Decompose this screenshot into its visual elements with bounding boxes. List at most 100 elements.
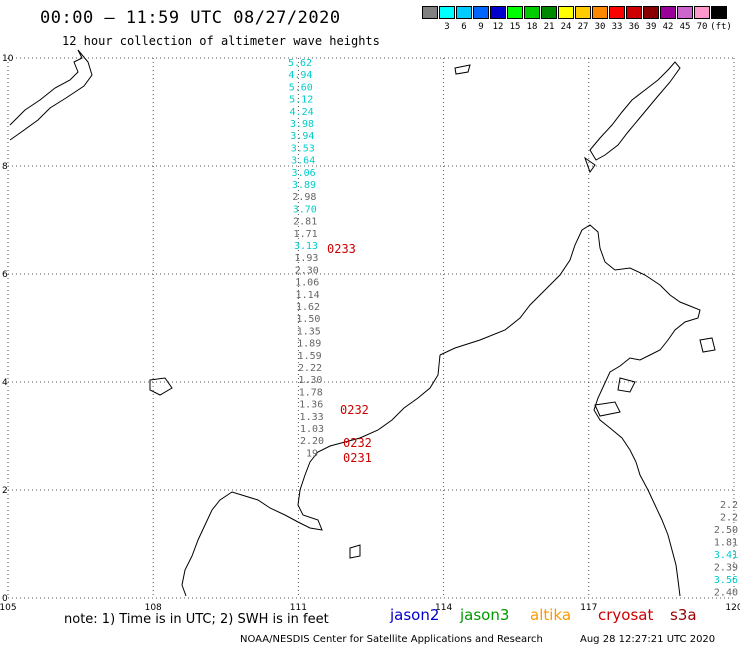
legend-swatch bbox=[473, 6, 489, 19]
satellite-legend-jason3: jason3 bbox=[460, 606, 510, 624]
wave-height-value: 3.89 bbox=[292, 180, 316, 191]
wave-height-value: 2.40 bbox=[714, 588, 738, 599]
legend-swatch bbox=[524, 6, 540, 19]
generated-timestamp: Aug 28 12:27:21 UTC 2020 bbox=[580, 634, 716, 645]
wave-height-value: 5.62 bbox=[288, 58, 312, 69]
wave-height-value: 2.2 bbox=[720, 513, 738, 524]
legend-swatch bbox=[677, 6, 693, 19]
wave-height-value: 2.22 bbox=[298, 363, 322, 374]
wave-height-value: 4.24 bbox=[290, 107, 314, 118]
wave-height-value: 1.36 bbox=[299, 400, 323, 411]
wave-height-value: 3.53 bbox=[291, 143, 315, 154]
y-tick-label: 0 bbox=[2, 594, 8, 604]
wave-height-value: 3.70 bbox=[293, 204, 317, 215]
wave-height-value: 1.06 bbox=[295, 278, 319, 289]
coastline-north-west bbox=[9, 49, 93, 141]
wave-height-value: 4.94 bbox=[288, 70, 312, 81]
legend-swatch bbox=[439, 6, 455, 19]
altimeter-track-right: 2.22.22.501.813.412.393.562.40 bbox=[714, 500, 738, 599]
legend-unit: (ft) bbox=[710, 22, 732, 32]
legend-swatch bbox=[541, 6, 557, 19]
wave-height-value: 2.39 bbox=[714, 563, 738, 574]
legend-label: 39 bbox=[645, 22, 657, 32]
legend-label: 33 bbox=[611, 22, 623, 32]
y-tick-label: 8 bbox=[2, 162, 8, 172]
wave-height-value: 1.59 bbox=[298, 351, 322, 362]
footer-note: note: 1) Time is in UTC; 2) SWH is in fe… bbox=[64, 612, 329, 627]
y-tick-label: 4 bbox=[2, 378, 8, 388]
legend-label: 36 bbox=[628, 22, 640, 32]
wave-height-value: 1.35 bbox=[297, 326, 321, 337]
legend-label: 6 bbox=[461, 22, 467, 32]
pass-time-label: 0232 bbox=[343, 436, 372, 450]
legend-swatch bbox=[558, 6, 574, 19]
wave-height-value: 5.60 bbox=[289, 82, 313, 93]
legend-label: 21 bbox=[543, 22, 555, 32]
x-tick-label: 111 bbox=[290, 603, 307, 613]
legend-swatch bbox=[490, 6, 506, 19]
wave-height-value: 1.33 bbox=[300, 412, 324, 423]
legend-swatch bbox=[507, 6, 523, 19]
legend-label: 70 bbox=[696, 22, 708, 32]
map-subtitle: 12 hour collection of altimeter wave hei… bbox=[62, 34, 380, 48]
pass-time-label: 0232 bbox=[340, 403, 369, 417]
wave-height-value: 2.81 bbox=[293, 217, 317, 228]
satellite-legend-altika: altika bbox=[530, 606, 572, 624]
legend-swatch bbox=[711, 6, 727, 19]
wave-height-value: 2.2 bbox=[720, 500, 738, 511]
credit-text: NOAA/NESDIS Center for Satellite Applica… bbox=[240, 634, 543, 645]
wave-height-value: 1.81 bbox=[714, 538, 738, 549]
wave-height-value: 3.94 bbox=[290, 131, 314, 142]
wave-height-value: 1.14 bbox=[296, 290, 320, 301]
coastline-sumatra bbox=[181, 354, 441, 597]
wave-height-value: 3.41 bbox=[714, 550, 738, 561]
x-tick-label: 117 bbox=[580, 603, 597, 613]
wave-height-value: 3.64 bbox=[291, 156, 315, 167]
coastline-palawan bbox=[589, 61, 681, 161]
x-tick-label: 105 bbox=[0, 603, 17, 613]
legend-label: 18 bbox=[526, 22, 538, 32]
legend-label: 24 bbox=[560, 22, 572, 32]
wave-height-value: 1.62 bbox=[296, 302, 320, 313]
wave-height-value: 2.50 bbox=[714, 525, 738, 536]
lat-lon-grid bbox=[7, 57, 735, 599]
x-tick-label: 114 bbox=[435, 603, 452, 613]
legend-label: 45 bbox=[679, 22, 691, 32]
y-tick-label: 2 bbox=[2, 486, 8, 496]
satellite-legend-jason2: jason2 bbox=[390, 606, 440, 624]
legend-label: 30 bbox=[594, 22, 606, 32]
legend-label: 27 bbox=[577, 22, 589, 32]
legend-label: 12 bbox=[492, 22, 504, 32]
map-title: 00:00 – 11:59 UTC 08/27/2020 bbox=[40, 8, 341, 28]
legend-swatch bbox=[626, 6, 642, 19]
x-tick-label: 108 bbox=[145, 603, 162, 613]
wave-height-value: 2.30 bbox=[295, 265, 319, 276]
legend-label: 3 bbox=[444, 22, 450, 32]
y-tick-label: 6 bbox=[2, 270, 8, 280]
pass-time-label: 0233 bbox=[327, 242, 356, 256]
axis-tick-labels: 105 108 111 114 117 120 0 2 4 6 8 10 bbox=[0, 54, 740, 613]
wave-height-value: 3.06 bbox=[292, 168, 316, 179]
legend-swatch bbox=[660, 6, 676, 19]
wave-height-value: 19 bbox=[306, 448, 318, 459]
legend-swatch bbox=[694, 6, 710, 19]
wave-height-value: 1.71 bbox=[294, 229, 318, 240]
wave-height-value: 1.93 bbox=[294, 253, 318, 264]
legend-swatch bbox=[643, 6, 659, 19]
x-tick-label: 120 bbox=[725, 603, 740, 613]
legend-label: 42 bbox=[662, 22, 674, 32]
wave-height-value: 5.12 bbox=[289, 95, 313, 106]
wave-height-value: 1.89 bbox=[297, 339, 321, 350]
coastline bbox=[9, 49, 716, 597]
wave-height-value: 3.13 bbox=[294, 241, 318, 252]
legend-label: 9 bbox=[478, 22, 484, 32]
satellite-legend-s3a: s3a bbox=[670, 606, 697, 624]
wave-height-value: 2.98 bbox=[292, 192, 316, 203]
wave-height-value: 3.98 bbox=[290, 119, 314, 130]
wave-height-value: 1.50 bbox=[296, 314, 320, 325]
satellite-legend-cryosat: cryosat bbox=[598, 606, 654, 624]
wave-height-value: 1.78 bbox=[299, 387, 323, 398]
legend-label: 15 bbox=[509, 22, 521, 32]
